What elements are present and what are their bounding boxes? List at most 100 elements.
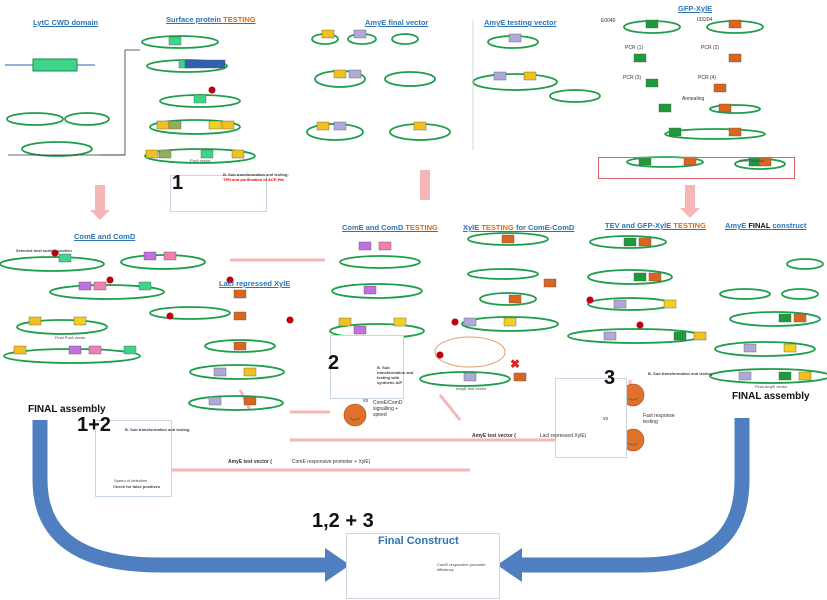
gene-part (718, 103, 732, 113)
gene-part (13, 345, 27, 355)
gene-part (798, 371, 812, 381)
gene-part (543, 278, 557, 288)
step12-caption-2: Check for false positives (113, 484, 161, 489)
amye-test-vector-laci: AmyE test vector (LacI repressed XylE) (472, 433, 586, 439)
plasmid-circle (467, 232, 549, 246)
gene-part (28, 316, 42, 326)
title-amye-final-vector: AmyE final vector (365, 18, 429, 27)
gene-part (523, 71, 537, 81)
gene-part (693, 331, 707, 341)
gene-part (503, 317, 517, 327)
gene-part (463, 317, 477, 327)
plasmid-circle (549, 89, 601, 103)
blue-arrowhead-right (497, 548, 522, 582)
gene-part (508, 294, 522, 304)
gene-part (508, 33, 522, 43)
step-number-3: 3 (604, 367, 616, 389)
fail-cross-icon: ✖ (510, 357, 520, 371)
gene-part (393, 317, 407, 327)
gene-part (123, 345, 137, 355)
step2-caption: ComE/ComD signalling + speed (373, 400, 403, 418)
final-assembly-right: FINAL assembly (732, 391, 810, 402)
gene-part (668, 127, 682, 137)
title-amye-final-construct: AmyE FINAL construct (725, 221, 807, 230)
terminator-icon (636, 321, 644, 329)
plasmid-circle (709, 368, 827, 384)
gene-part (673, 331, 687, 341)
gene-part (603, 331, 617, 341)
title-bold: FINAL (748, 221, 771, 230)
step-number-1-2: 1+2 (77, 414, 111, 436)
plasmid-circle (479, 292, 537, 306)
gene-part (363, 285, 377, 295)
plasmid-circle (149, 119, 241, 135)
gene-part (321, 29, 335, 39)
plasmid-circle (587, 297, 673, 311)
gene-part (338, 317, 352, 327)
title-accent: TESTING (481, 223, 514, 232)
label-pura-vector: PurA vector (190, 158, 211, 163)
gene-part (728, 53, 742, 63)
gene-part (143, 251, 157, 261)
title-xyle-testing: XylE TESTING for ComE-ComD (463, 223, 574, 232)
gene-part (231, 149, 245, 159)
label-pcr2: PCR (2) (701, 45, 720, 51)
plasmid-circle (144, 148, 256, 164)
gene-part (378, 241, 392, 251)
gene-part (633, 53, 647, 63)
plasmid-circle (786, 258, 824, 270)
gene-part (213, 367, 227, 377)
step3-box (555, 378, 627, 458)
gene-part (358, 241, 372, 251)
label-annealing: Annealing (682, 96, 705, 102)
gene-part (73, 316, 87, 326)
title-accent: TESTING (223, 15, 256, 24)
smiley-mouth (627, 397, 639, 401)
lytc-domain-box (32, 58, 78, 72)
plasmid-circle (204, 339, 276, 353)
gene-part (243, 396, 257, 406)
plasmid-circle (461, 316, 559, 332)
plasmid-circle (664, 128, 766, 140)
gene-part (778, 371, 792, 381)
terminator-icon (106, 276, 114, 284)
gene-part (333, 69, 347, 79)
step-number-2: 2 (328, 352, 340, 374)
gene-part (633, 272, 647, 282)
gene-part (78, 281, 92, 291)
plasmid-circle (781, 288, 819, 300)
step3-text: B. Sub transformation and testing (648, 371, 713, 376)
label-selected-surface: Selected best surface protein (16, 248, 72, 253)
plasmid-circle (6, 112, 64, 126)
gene-part (353, 325, 367, 335)
gene-part (728, 127, 742, 137)
title-accent: TESTING (673, 221, 706, 230)
gene-part (783, 343, 797, 353)
plasmid-circle (467, 268, 539, 280)
gene-part (233, 311, 247, 321)
gene-part (58, 253, 72, 263)
plasmid-circle (729, 311, 821, 327)
plasmid-circle (16, 319, 108, 335)
gene-part (138, 281, 152, 291)
step1-red-text: TPH and purification of ACP-His (223, 177, 284, 182)
final-assembly-left: FINAL assembly (28, 404, 106, 415)
title-laci-repressed: LacI repressed XylE (219, 279, 291, 288)
title-amye-testing-vector: AmyE testing vector (484, 18, 557, 27)
gene-part (68, 345, 82, 355)
terminator-icon (208, 86, 216, 94)
title-lytc: LytC CWD domain (33, 18, 99, 27)
gene-part (728, 19, 742, 29)
pink-arrow (438, 394, 462, 421)
label-e0040: E0040 (601, 18, 616, 24)
label-final-amye-vector: Final AmyE vector (755, 384, 788, 389)
terminator-icon (436, 351, 444, 359)
amye-test-vector-come: AmyE test vector (ComE responsive promot… (228, 459, 370, 465)
final-step-numbers: 1,2 + 3 (312, 510, 374, 532)
step2-box (330, 335, 404, 399)
connector-arrow (100, 49, 140, 156)
title-rest: construct (770, 221, 807, 230)
final-construct-caption: ComE responsive promoter efficiency (437, 562, 486, 572)
step12-caption-1: Speed of detection (114, 478, 148, 483)
